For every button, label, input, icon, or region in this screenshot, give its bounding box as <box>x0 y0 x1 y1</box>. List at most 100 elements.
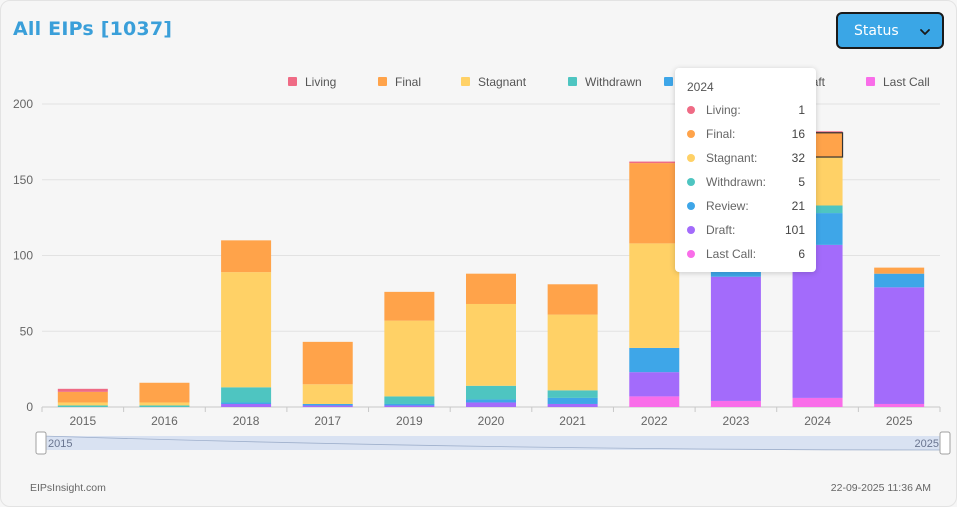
bar-segment-review[interactable] <box>547 397 598 404</box>
bar-segment-review[interactable] <box>221 402 272 404</box>
page-title: All EIPs [1037] <box>13 18 173 40</box>
bar-segment-final[interactable] <box>384 291 435 321</box>
x-tick-label: 2015 <box>69 414 96 428</box>
bar-segment-stagnant[interactable] <box>384 320 435 397</box>
tooltip-label: Final: <box>706 127 736 141</box>
tooltip-value: 1 <box>798 103 805 117</box>
range-end-label: 2025 <box>915 438 939 450</box>
tooltip-row: Draft: 101 <box>687 222 805 238</box>
y-tick-label: 0 <box>26 400 33 414</box>
bar-segment-withdrawn[interactable] <box>57 405 108 407</box>
y-tick-label: 50 <box>20 324 34 338</box>
legend-item: Stagnant <box>478 75 527 89</box>
bar-segment-draft[interactable] <box>874 287 925 404</box>
legend-swatch-icon[interactable] <box>664 77 673 86</box>
tooltip-value: 16 <box>791 127 805 141</box>
tooltip-row: Stagnant: 32 <box>687 150 805 166</box>
bar-segment-draft[interactable] <box>384 405 435 407</box>
bar-segment-last-call[interactable] <box>874 403 925 407</box>
tooltip-label: Withdrawn: <box>706 175 767 189</box>
bar-segment-draft[interactable] <box>466 402 516 407</box>
tooltip-row: Final: 16 <box>687 126 805 142</box>
tooltip-value: 101 <box>784 223 805 237</box>
legend-swatch-icon[interactable] <box>288 77 297 86</box>
bar-segment-living[interactable] <box>792 131 843 133</box>
bar-segment-final[interactable] <box>57 391 108 403</box>
x-tick-label: 2022 <box>641 414 668 428</box>
bar-segment-draft[interactable] <box>629 372 680 397</box>
legend-swatch-icon[interactable] <box>866 77 875 86</box>
status-dropdown-button[interactable]: Status <box>836 12 944 49</box>
bar-segment-draft[interactable] <box>302 405 353 407</box>
bar-segment-stagnant[interactable] <box>629 243 680 348</box>
y-tick-label: 200 <box>13 97 33 111</box>
x-tick-label: 2024 <box>804 414 831 428</box>
x-tick-label: 2025 <box>886 414 913 428</box>
bar-segment-withdrawn[interactable] <box>221 387 272 403</box>
bar-segment-review[interactable] <box>302 403 353 406</box>
bar-segment-stagnant[interactable] <box>547 314 598 391</box>
bar-segment-draft[interactable] <box>710 276 761 401</box>
bar-segment-withdrawn[interactable] <box>466 385 516 400</box>
range-slider-handle-right[interactable] <box>939 431 951 455</box>
bar-segment-final[interactable] <box>139 382 190 403</box>
range-slider-track[interactable] <box>42 436 942 450</box>
range-start-label: 2015 <box>48 438 72 450</box>
bar-segment-last-call[interactable] <box>710 400 761 407</box>
tooltip-value: 6 <box>798 247 805 261</box>
bar-segment-final[interactable] <box>629 163 680 244</box>
tooltip-dot-icon <box>687 226 695 234</box>
tooltip-value: 5 <box>798 175 805 189</box>
bar-segment-draft[interactable] <box>221 403 272 407</box>
tooltip-row: Living: 1 <box>687 102 805 118</box>
bar-segment-review[interactable] <box>874 273 925 288</box>
bar-segment-last-call[interactable] <box>792 397 843 407</box>
tooltip-label: Last Call: <box>706 247 757 261</box>
legend-item: Living <box>305 75 336 89</box>
x-tick-label: 2021 <box>559 414 586 428</box>
legend-swatch-icon[interactable] <box>378 77 387 86</box>
bar-segment-withdrawn[interactable] <box>139 405 190 407</box>
bar-segment-final[interactable] <box>547 284 598 315</box>
bar-segment-stagnant[interactable] <box>57 402 108 406</box>
bar-segment-review[interactable] <box>384 403 435 406</box>
bar-segment-withdrawn[interactable] <box>384 396 435 404</box>
bar-segment-review[interactable] <box>629 347 680 373</box>
bar-segment-withdrawn[interactable] <box>547 390 598 398</box>
x-tick-label: 2020 <box>478 414 505 428</box>
x-tick-label: 2017 <box>314 414 341 428</box>
x-tick-label: 2018 <box>233 414 260 428</box>
legend-swatch-icon[interactable] <box>568 77 577 86</box>
status-dropdown-label: Status <box>854 22 899 39</box>
timestamp-label: 22-09-2025 11:36 AM <box>830 482 931 494</box>
bar-segment-final[interactable] <box>221 240 272 273</box>
bar-segment-withdrawn[interactable] <box>792 205 843 214</box>
bar-segment-final[interactable] <box>302 341 353 385</box>
tooltip-dot-icon <box>687 250 695 258</box>
tooltip-label: Living: <box>706 103 741 117</box>
bar-segment-stagnant[interactable] <box>302 384 353 404</box>
bar-segment-final[interactable] <box>466 273 516 304</box>
tooltip-value: 32 <box>791 151 805 165</box>
legend-item: Last Call <box>883 75 930 89</box>
bar-segment-last-call[interactable] <box>629 396 680 407</box>
bar-segment-review[interactable] <box>466 399 516 403</box>
tooltip-label: Draft: <box>706 223 736 237</box>
bar-segment-final[interactable] <box>874 267 925 274</box>
bar-segment-stagnant[interactable] <box>139 402 190 406</box>
tooltip-title: 2024 <box>687 80 714 94</box>
bar-segment-living[interactable] <box>57 388 108 392</box>
tooltip-row: Review: 21 <box>687 198 805 214</box>
bar-segment-stagnant[interactable] <box>466 303 516 386</box>
bar-segment-stagnant[interactable] <box>221 272 272 388</box>
range-slider-handle-left[interactable] <box>35 431 47 455</box>
bar-segment-draft[interactable] <box>547 403 598 407</box>
tooltip-row: Last Call: 6 <box>687 246 805 262</box>
y-tick-label: 100 <box>13 249 33 263</box>
bar-segment-living[interactable] <box>629 161 680 164</box>
legend-swatch-icon[interactable] <box>461 77 470 86</box>
chevron-down-icon <box>920 29 930 35</box>
y-tick-label: 150 <box>13 173 33 187</box>
legend-item: Withdrawn <box>585 75 642 89</box>
tooltip-label: Stagnant: <box>706 151 758 165</box>
